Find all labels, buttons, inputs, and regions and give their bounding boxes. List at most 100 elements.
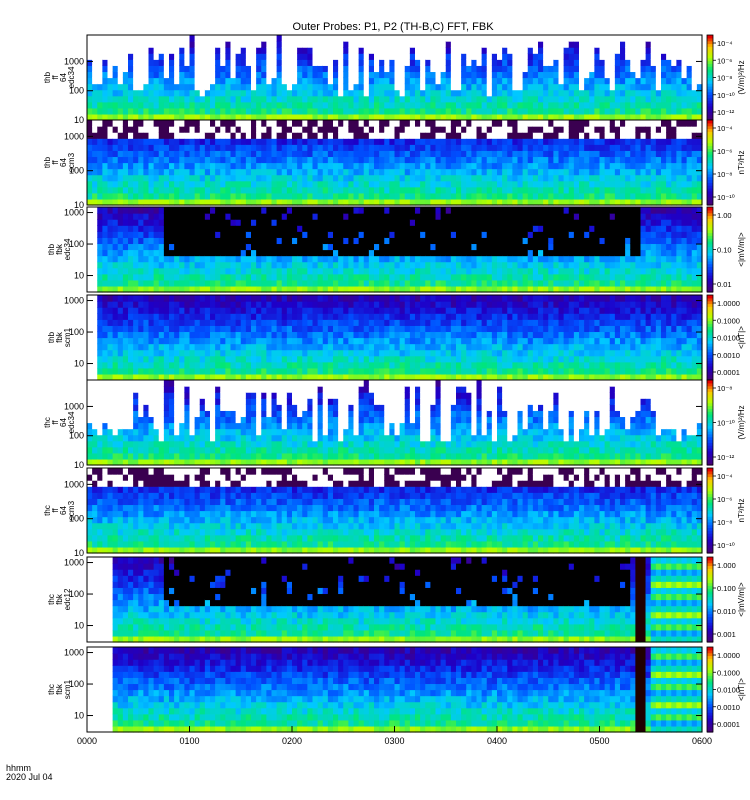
heatmap-cell	[435, 273, 442, 281]
heatmap-cell	[138, 162, 144, 170]
heatmap-cell	[153, 41, 160, 48]
colorbar-swatch	[707, 88, 713, 93]
heatmap-cell	[261, 41, 267, 48]
heatmap-cell	[522, 41, 529, 48]
heatmap-cell	[153, 285, 160, 293]
heatmap-cell	[481, 59, 488, 66]
heatmap-cell	[599, 285, 606, 293]
heatmap-cell	[553, 89, 560, 97]
heatmap-cell	[440, 71, 447, 79]
heatmap-cell	[691, 174, 698, 182]
heatmap-cell	[379, 77, 385, 85]
heatmap-cell	[440, 180, 447, 188]
heatmap-cell	[379, 279, 385, 287]
heatmap-cell	[189, 249, 196, 257]
heatmap-cell	[666, 83, 672, 91]
heatmap-cell	[240, 65, 247, 73]
heatmap-cell	[696, 65, 703, 73]
heatmap-cell	[497, 168, 503, 176]
heatmap-cell	[184, 101, 191, 109]
heatmap-cell	[245, 120, 252, 127]
heatmap-cell	[230, 95, 237, 103]
heatmap-cell	[548, 213, 554, 220]
heatmap-cell	[307, 156, 314, 164]
heatmap-cell	[292, 126, 298, 133]
heatmap-cell	[379, 83, 385, 91]
heatmap-cell	[261, 120, 267, 127]
heatmap-cell	[317, 113, 324, 121]
heatmap-cell	[333, 113, 339, 121]
heatmap-cell	[691, 101, 698, 109]
heatmap-cell	[614, 113, 621, 121]
heatmap-cell	[133, 95, 139, 103]
heatmap-cell	[158, 150, 165, 158]
heatmap-cell	[317, 213, 324, 220]
heatmap-cell	[143, 120, 150, 127]
heatmap-cell	[686, 132, 693, 139]
heatmap-cell	[404, 95, 411, 103]
heatmap-cell	[286, 150, 293, 158]
heatmap-cell	[379, 59, 385, 66]
heatmap-cell	[297, 237, 303, 245]
heatmap-cell	[389, 198, 396, 206]
heatmap-cell	[266, 59, 273, 66]
heatmap-cell	[322, 107, 329, 115]
heatmap-cell	[199, 255, 206, 263]
heatmap-cell	[174, 107, 180, 115]
heatmap-cell	[297, 180, 303, 188]
heatmap-cell	[199, 126, 206, 133]
colorbar-swatch	[707, 63, 713, 67]
heatmap-cell	[568, 35, 575, 42]
heatmap-cell	[461, 237, 467, 245]
heatmap-cell	[122, 168, 129, 176]
heatmap-cell	[589, 126, 595, 133]
heatmap-cell	[604, 213, 611, 220]
heatmap-cell	[204, 285, 211, 293]
heatmap-cell	[153, 273, 160, 281]
heatmap-cell	[435, 255, 442, 263]
heatmap-cell	[573, 249, 580, 257]
heatmap-cell	[389, 89, 396, 97]
heatmap-cell	[389, 192, 396, 200]
heatmap-cell	[661, 150, 667, 158]
heatmap-cell	[240, 213, 247, 220]
heatmap-cell	[686, 174, 693, 182]
heatmap-cell	[502, 89, 508, 97]
heatmap-cell	[645, 138, 652, 145]
heatmap-cell	[686, 65, 693, 73]
heatmap-cell	[143, 198, 150, 206]
heatmap-cell	[374, 89, 380, 97]
heatmap-cell	[404, 285, 411, 293]
heatmap-cell	[553, 219, 560, 226]
heatmap-cell	[235, 156, 242, 164]
heatmap-cell	[138, 126, 144, 133]
heatmap-cell	[614, 174, 621, 182]
heatmap-cell	[333, 107, 339, 115]
heatmap-cell	[696, 162, 703, 170]
heatmap-cell	[333, 267, 339, 275]
heatmap-cell	[522, 168, 529, 176]
heatmap-cell	[333, 35, 339, 42]
heatmap-cell	[666, 53, 672, 60]
heatmap-cell	[686, 120, 693, 127]
heatmap-cell	[266, 107, 273, 115]
heatmap-cell	[686, 144, 693, 151]
heatmap-cell	[497, 273, 503, 281]
heatmap-cell	[271, 132, 278, 139]
heatmap-cell	[527, 225, 534, 232]
heatmap-cell	[225, 95, 232, 103]
heatmap-cell	[640, 249, 647, 257]
heatmap-cell	[194, 53, 201, 60]
heatmap-cell	[486, 35, 493, 42]
heatmap-cell	[266, 243, 273, 251]
heatmap-cell	[471, 243, 478, 251]
heatmap-cell	[138, 192, 144, 200]
heatmap-cell	[696, 180, 703, 188]
heatmap-cell	[97, 192, 103, 200]
heatmap-cell	[102, 41, 109, 48]
heatmap-cell	[681, 89, 688, 97]
heatmap-cell	[363, 162, 370, 170]
heatmap-cell	[681, 186, 688, 194]
heatmap-cell	[169, 65, 175, 73]
heatmap-cell	[568, 249, 575, 257]
